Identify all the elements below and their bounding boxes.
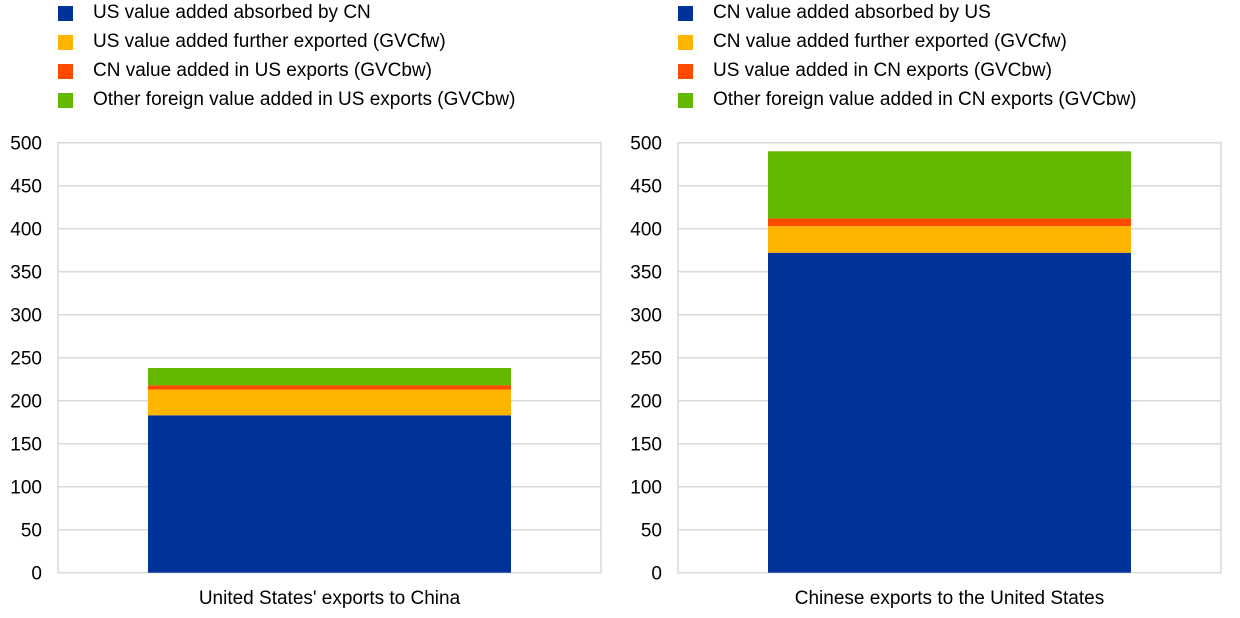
y-tick-label: 0 [651,564,662,585]
y-tick-label: 100 [630,478,662,499]
legend-item: Other foreign value added in US exports … [58,87,618,116]
y-tick-label: 500 [10,134,42,155]
legend-item: US value added further exported (GVCfw) [58,29,618,58]
legend-item: CN value added further exported (GVCfw) [678,29,1238,58]
legend-swatch [678,6,693,21]
y-tick-label: 400 [630,220,662,241]
stacked-bar-chart-cn-exports: 0 50 100 150 200 250 300 350 400 450 500 Chinese ex… [630,134,1222,609]
y-tick-label: 350 [10,263,42,284]
y-tick-label: 250 [630,349,662,370]
legend-item: CN value added in US exports (GVCbw) [58,58,618,87]
bar-segment-2 [768,226,1131,253]
bar-segment-1 [768,252,1131,573]
y-tick-label: 150 [630,435,662,456]
legend-swatch [678,93,693,108]
y-tick-label: 350 [630,263,662,284]
bar-segment-4 [148,368,511,386]
bar-segment-1 [148,415,511,573]
legend-label: Other foreign value added in US exports … [93,89,516,110]
bar-segment-3 [148,385,511,390]
legend-label: US value added absorbed by CN [93,2,371,23]
x-category-label: United States' exports to China [199,588,461,609]
y-tick-label: 50 [21,521,42,542]
legend-swatch [58,64,73,79]
y-tick-label: 450 [10,177,42,198]
legend-label: US value added further exported (GVCfw) [93,31,446,52]
y-tick-label: 200 [10,392,42,413]
stacked-bar-chart-us-exports: 0 50 100 150 200 250 300 350 400 450 500 United Sta… [10,134,602,609]
bar-segment-4 [768,151,1131,219]
y-tick-label: 100 [10,478,42,499]
y-tick-label: 150 [10,435,42,456]
bar-segment-3 [768,218,1131,227]
y-tick-label: 300 [10,306,42,327]
legend-label: CN value added further exported (GVCfw) [713,31,1067,52]
y-tick-label: 300 [630,306,662,327]
legend-item: US value added absorbed by CN [58,0,618,29]
legend-item: CN value added absorbed by US [678,0,1238,29]
y-tick-label: 0 [31,564,42,585]
legend-label: Other foreign value added in CN exports … [713,89,1137,110]
legend-label: US value added in CN exports (GVCbw) [713,60,1052,81]
y-tick-label: 400 [10,220,42,241]
legend-swatch [58,35,73,50]
y-tick-label: 250 [10,349,42,370]
legend-item: US value added in CN exports (GVCbw) [678,58,1238,87]
y-tick-label: 450 [630,177,662,198]
legend-swatch [58,93,73,108]
legend-swatch [58,6,73,21]
bar-segment-2 [148,389,511,416]
legend-item: Other foreign value added in CN exports … [678,87,1238,116]
y-tick-label: 500 [630,134,662,155]
legend-label: CN value added in US exports (GVCbw) [93,60,432,81]
legend-swatch [678,64,693,79]
y-tick-label: 50 [641,521,662,542]
y-tick-label: 200 [630,392,662,413]
chart-panel-us-exports: US value added absorbed by CN US value a… [10,0,618,609]
x-category-label: Chinese exports to the United States [795,588,1104,609]
legend-label: CN value added absorbed by US [713,2,991,23]
legend-swatch [678,35,693,50]
chart-panel-cn-exports: CN value added absorbed by US CN value a… [620,0,1240,618]
